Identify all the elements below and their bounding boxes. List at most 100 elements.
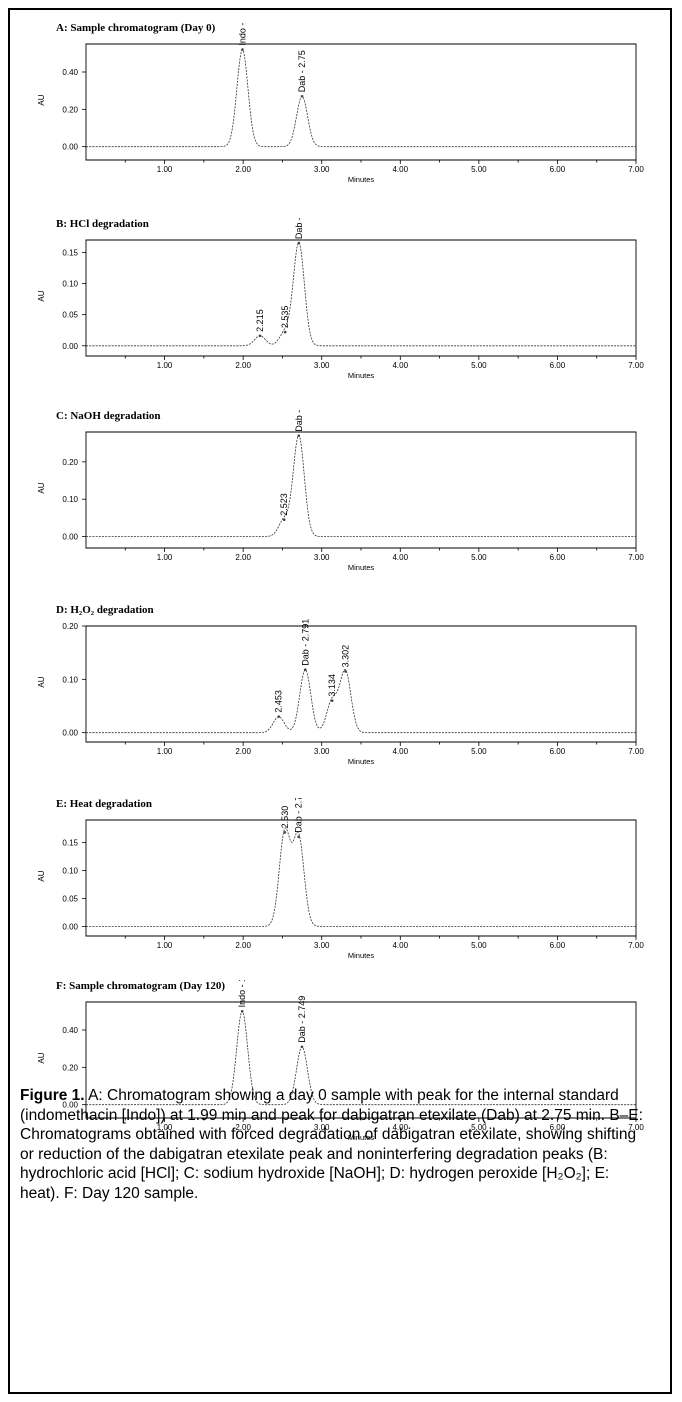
peak-point <box>282 518 286 522</box>
x-tick-label: 3.00 <box>314 553 330 562</box>
x-tick-label: 2.00 <box>235 941 251 950</box>
x-tick-label: 7.00 <box>628 747 644 756</box>
chromatogram-trace <box>86 241 636 347</box>
y-tick-label: 0.10 <box>62 866 78 875</box>
x-tick-label: 5.00 <box>471 941 487 950</box>
chromatogram-panel: E: Heat degradation 0.00 0.05 0.10 0.15 AU 1.0… <box>0 798 664 980</box>
y-tick-label: 0.00 <box>62 143 78 152</box>
chromatogram-panel: F: Sample chromatogram (Day 120) 0.00 0.20… <box>0 980 664 1162</box>
x-tick-label: 7.00 <box>628 165 644 174</box>
y-tick-label: 0.15 <box>62 838 78 847</box>
plot-frame <box>85 625 637 743</box>
x-tick-label: 2.00 <box>235 165 251 174</box>
chromatogram-plot: 0.00 0.20 0.40 AU 1.00 2.00 3.00 4.00 5.00 6.00 7.… <box>37 980 644 1142</box>
peak-point <box>297 434 301 438</box>
x-axis-label: Minutes <box>348 951 375 960</box>
x-tick-label: 4.00 <box>392 1123 408 1132</box>
x-tick-label: 6.00 <box>550 941 566 950</box>
x-tick-label: 6.00 <box>550 1123 566 1132</box>
panel-title: C: NaOH degradation <box>56 410 161 422</box>
peak-point <box>303 668 307 672</box>
x-tick-label: 3.00 <box>314 747 330 756</box>
x-tick-label: 4.00 <box>392 747 408 756</box>
x-tick-label: 5.00 <box>471 165 487 174</box>
x-axis-label: Minutes <box>348 757 375 766</box>
peak-label: Dab - 2.709 <box>294 218 304 239</box>
y-tick-label: 0.00 <box>62 342 78 351</box>
peak-point <box>300 94 304 98</box>
chromatogram-plot: 0.00 0.05 0.10 0.15 AU 1.00 2.00 3.00 4.00 5.00 6.… <box>37 218 644 380</box>
peak-label: 2.215 <box>255 309 265 332</box>
peak-label: 3.134 <box>327 674 337 697</box>
y-axis-label: AU <box>37 676 46 687</box>
panel-title: A: Sample chromatogram (Day 0) <box>56 22 216 34</box>
peak-label: Dab - 2.705 <box>294 798 304 833</box>
x-tick-label: 4.00 <box>392 553 408 562</box>
peak-label: 2.535 <box>280 306 290 329</box>
peak-label: 3.302 <box>340 645 350 668</box>
peak-point <box>240 1010 244 1013</box>
y-tick-label: 0.40 <box>62 1026 78 1035</box>
peak-point <box>297 835 300 839</box>
peak-point <box>277 715 281 718</box>
x-tick-label: 2.00 <box>235 1123 251 1132</box>
plot-frame <box>85 43 637 161</box>
x-tick-label: 1.00 <box>157 553 173 562</box>
y-tick-label: 0.00 <box>62 1101 78 1110</box>
chromatogram-trace <box>86 1010 636 1106</box>
x-tick-label: 3.00 <box>314 165 330 174</box>
x-tick-label: 7.00 <box>628 1123 644 1132</box>
x-axis-label: Minutes <box>348 1133 375 1142</box>
chromatogram-trace <box>86 827 636 927</box>
x-tick-label: 7.00 <box>628 941 644 950</box>
x-tick-label: 2.00 <box>235 361 251 370</box>
x-axis-label: Minutes <box>348 371 375 380</box>
chromatogram-trace <box>86 434 636 537</box>
peak-label: 2.453 <box>274 690 284 713</box>
y-tick-label: 0.00 <box>62 729 78 738</box>
x-tick-label: 1.00 <box>157 361 173 370</box>
chromatogram-plot: 0.00 0.10 0.20 AU 1.00 2.00 3.00 4.00 5.00 6.00 7.… <box>37 619 644 766</box>
y-tick-label: 0.15 <box>62 248 78 257</box>
y-tick-label: 0.10 <box>62 280 78 289</box>
peak-label: Indo - 1.988 <box>237 980 247 1007</box>
x-tick-label: 4.00 <box>392 361 408 370</box>
y-tick-label: 0.05 <box>62 311 78 320</box>
panel-title: E: Heat degradation <box>56 798 152 810</box>
peak-point <box>258 334 262 338</box>
x-axis-label: Minutes <box>348 175 375 184</box>
x-tick-label: 5.00 <box>471 1123 487 1132</box>
y-tick-label: 0.20 <box>62 622 78 631</box>
y-axis-label: AU <box>37 870 46 881</box>
caption-text: A: Chromatogram showing a day 0 sample w… <box>20 1087 643 1202</box>
panel-title: D: H₂O₂ degradation <box>56 604 154 616</box>
x-tick-label: 1.00 <box>157 941 173 950</box>
y-axis-label: AU <box>37 1052 46 1063</box>
chromatogram-plot: 0.00 0.20 0.40 AU 1.00 2.00 3.00 4.00 5.00 6.00 7.… <box>37 22 644 184</box>
peak-point <box>241 48 244 51</box>
plot-frame <box>85 239 637 357</box>
x-tick-label: 3.00 <box>314 941 330 950</box>
x-tick-label: 2.00 <box>235 553 251 562</box>
x-tick-label: 5.00 <box>471 361 487 370</box>
y-tick-label: 0.10 <box>62 675 78 684</box>
x-tick-label: 6.00 <box>550 165 566 174</box>
y-tick-label: 0.40 <box>62 68 78 77</box>
chromatogram-panel: C: NaOH degradation 0.00 0.10 0.20 AU 1.00 2.0… <box>0 410 664 592</box>
peak-point <box>344 670 347 673</box>
y-tick-label: 0.05 <box>62 894 78 903</box>
panel-title: F: Sample chromatogram (Day 120) <box>56 980 226 992</box>
x-tick-label: 1.00 <box>157 1123 173 1132</box>
peak-label: 2.523 <box>279 493 289 516</box>
x-tick-label: 6.00 <box>550 553 566 562</box>
x-tick-label: 5.00 <box>471 747 487 756</box>
x-axis-label: Minutes <box>348 563 375 572</box>
x-tick-label: 3.00 <box>314 1123 330 1132</box>
peak-label: Dab - 2.791 <box>300 619 310 666</box>
peak-point <box>330 699 334 702</box>
figure-caption: Figure 1. A: Chromatogram showing a day … <box>20 1086 650 1203</box>
plot-frame <box>85 431 637 549</box>
x-tick-label: 7.00 <box>628 553 644 562</box>
y-tick-label: 0.20 <box>62 1063 78 1072</box>
y-tick-label: 0.00 <box>62 922 78 931</box>
